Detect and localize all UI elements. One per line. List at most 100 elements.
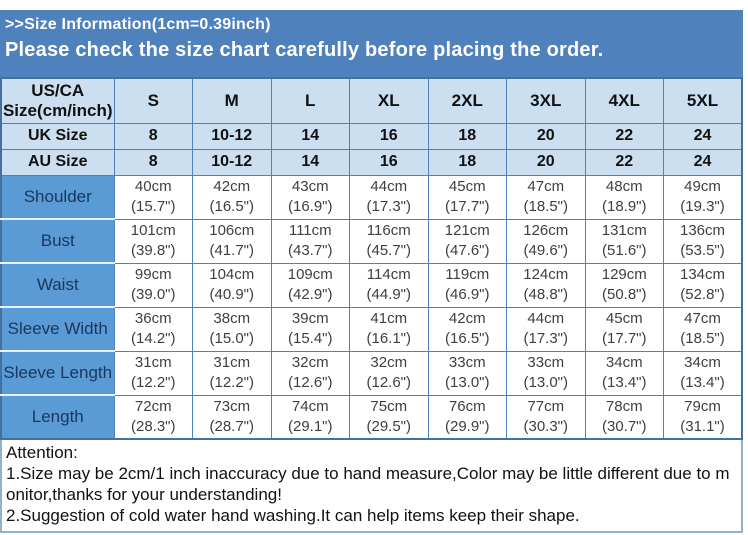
cm-value: 39cm [291,310,329,327]
cm-value: 77cm [527,397,565,415]
bust-measurement-cell: 101cm (39.8") [113,218,193,264]
cm-value: 34cm [684,354,721,371]
length-row-label-cell: Length [0,394,115,440]
cm-value: 49cm [684,178,721,195]
sleeve-width-measurement-cell: 41cm (16.1") [349,306,429,352]
uk-size-value-cell: 16 [349,122,429,150]
inch-value: (31.1") [680,417,725,435]
inch-value: (19.3") [680,198,725,215]
waist-measurement-cell: 119cm (46.9") [427,262,507,308]
length-measurement-cell: 79cm (31.1") [663,394,743,440]
inch-value: (18.5") [523,198,568,215]
inch-value: (17.3") [366,198,411,215]
cm-value: 109cm [287,266,333,283]
inch-value: (12.6") [366,374,411,391]
inch-value: (41.7") [209,242,254,259]
size-header-row: US/CA Size(cm/inch) S M L XL 2XL 3XL 4XL 5XL [0,77,743,124]
attention-note-2: 2.Suggestion of cold water hand washing.… [6,506,580,525]
column-header-4xl: 4XL [584,77,664,124]
inch-value: (28.3") [130,417,176,435]
au-size-row: AU Size 8 10-12 14 16 18 20 22 24 [0,148,743,176]
inch-value: (51.6") [601,242,647,259]
inch-value: (29.1") [287,417,333,435]
waist-measurement-cell: 134cm (52.8") [663,262,743,308]
bust-row-label-cell: Bust [0,218,115,264]
au-size-value-cell: 20 [506,148,586,176]
shoulder-measurement-cell: 45cm (17.7") [427,174,507,220]
column-header-3xl: 3XL [506,77,586,124]
cm-value: 42cm [213,178,251,195]
cm-value: 45cm [448,178,486,195]
shoulder-row-label-cell: Shoulder [0,174,115,220]
column-header-2xl: 2XL [427,77,507,124]
corner-header-line1: US/CA [31,80,85,100]
au-size-value-cell: 18 [427,148,507,176]
corner-header-line2: Size(cm/inch) [2,100,113,120]
cm-value: 99cm [134,266,172,283]
cm-value: 134cm [679,266,726,283]
inch-value: (39.8") [130,242,176,259]
waist-measurement-cell: 124cm (48.8") [506,262,586,308]
length-measurement-cell: 72cm (28.3") [113,394,193,440]
cm-value: 47cm [527,178,565,195]
inch-value: (52.8") [680,286,725,303]
cm-value: 101cm [130,222,176,239]
inch-value: (28.7") [209,417,254,435]
inch-value: (48.8") [523,286,568,303]
sleeve-length-measurement-cell: 32cm (12.6") [270,350,350,396]
sleeve-length-measurement-cell: 33cm (13.0") [506,350,586,396]
sleeve-width-measurement-cell: 44cm (17.3") [506,306,586,352]
au-size-value-cell: 24 [663,148,743,176]
inch-value: (53.5") [680,242,725,259]
cm-value: 121cm [444,222,490,239]
size-info-title: >>Size Information(1cm=0.39inch) [5,16,271,33]
row-sleeve-length: Sleeve Length 31cm (12.2") 31cm (12.2") 32cm (… [0,350,743,396]
sleeve-width-measurement-cell: 45cm (17.7") [584,306,664,352]
sleeve-length-measurement-cell: 31cm (12.2") [113,350,193,396]
cm-value: 73cm [213,397,251,415]
inch-value: (45.7") [366,242,411,259]
cm-value: 42cm [448,310,486,327]
au-size-value-cell: 16 [349,148,429,176]
cm-value: 32cm [370,354,408,371]
column-header-m: M [192,77,272,124]
cm-value: 31cm [134,354,172,371]
inch-value: (39.0") [130,286,176,303]
sleeve-width-measurement-cell: 36cm (14.2") [113,306,193,352]
inch-value: (30.7") [601,417,647,435]
inch-value: (30.3") [523,417,568,435]
cm-value: 124cm [523,266,569,283]
inch-value: (46.9") [444,286,490,303]
au-size-label-cell: AU Size [0,148,115,176]
inch-value: (49.6") [523,242,568,259]
sleeve-width-measurement-cell: 42cm (16.5") [427,306,507,352]
sleeve-width-measurement-cell: 38cm (15.0") [192,306,272,352]
inch-value: (12.2") [209,374,254,391]
inch-value: (18.5") [680,330,725,347]
inch-value: (29.9") [444,417,490,435]
cm-value: 31cm [213,354,251,371]
cm-value: 45cm [605,310,643,327]
au-size-value-cell: 22 [584,148,664,176]
inch-value: (17.3") [523,330,568,347]
shoulder-measurement-cell: 44cm (17.3") [349,174,429,220]
inch-value: (13.0") [444,374,490,391]
cm-value: 131cm [601,222,647,239]
cm-value: 40cm [134,178,172,195]
row-waist: Waist 99cm (39.0") 104cm (40.9") 109cm (42.9")… [0,262,743,308]
length-measurement-cell: 76cm (29.9") [427,394,507,440]
inch-value: (47.6") [444,242,490,259]
inch-value: (15.0") [209,330,254,347]
cm-value: 38cm [213,310,251,327]
waist-measurement-cell: 129cm (50.8") [584,262,664,308]
cm-value: 78cm [605,397,643,415]
inch-value: (17.7") [444,198,490,215]
sleeve-length-measurement-cell: 34cm (13.4") [663,350,743,396]
uk-size-value-cell: 22 [584,122,664,150]
length-measurement-cell: 77cm (30.3") [506,394,586,440]
sleeve-width-measurement-cell: 47cm (18.5") [663,306,743,352]
row-length: Length 72cm (28.3") 73cm (28.7") 74cm (29.1") 7… [0,394,743,440]
attention-title: Attention: [6,443,78,462]
inch-value: (18.9") [601,198,647,215]
